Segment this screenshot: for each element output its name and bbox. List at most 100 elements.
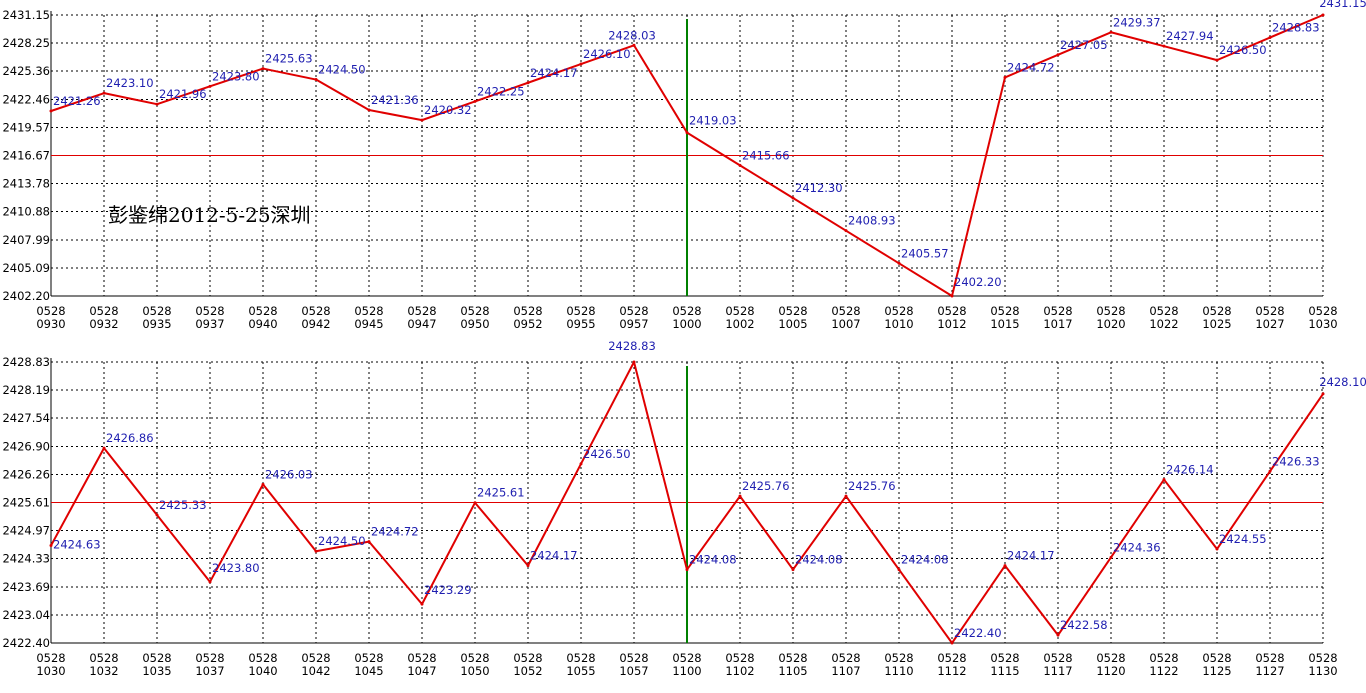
series-segment bbox=[50, 92, 105, 112]
x-tick-label: 0528 0937 bbox=[195, 304, 224, 331]
data-label: 2408.93 bbox=[848, 214, 896, 228]
data-label: 2424.50 bbox=[318, 63, 366, 77]
data-label: 2426.33 bbox=[1272, 454, 1320, 468]
series-segment bbox=[368, 540, 423, 605]
x-tick-label: 0528 0947 bbox=[407, 304, 436, 331]
data-point bbox=[1268, 469, 1272, 473]
series-segment bbox=[1057, 556, 1112, 636]
x-tick-label: 0528 0952 bbox=[513, 304, 542, 331]
series-segment bbox=[1216, 36, 1271, 62]
series-segment bbox=[50, 447, 105, 547]
series-segment bbox=[580, 44, 635, 65]
data-point bbox=[950, 294, 954, 298]
x-tick-label: 0528 1127 bbox=[1255, 651, 1284, 678]
y-tick-label: 2405.09 bbox=[2, 261, 50, 275]
y-tick-label: 2402.20 bbox=[2, 289, 50, 303]
x-tick-label: 0528 0942 bbox=[301, 304, 330, 331]
x-tick-label: 0528 0945 bbox=[354, 304, 383, 331]
x-tick-label: 0528 1100 bbox=[672, 651, 701, 678]
series-segment bbox=[580, 361, 635, 465]
data-point bbox=[208, 84, 212, 88]
series-segment bbox=[951, 77, 1006, 297]
data-label: 2428.83 bbox=[608, 339, 656, 353]
data-point bbox=[738, 163, 742, 167]
data-label: 2424.17 bbox=[530, 66, 578, 80]
y-tick-label: 2428.83 bbox=[2, 355, 50, 369]
series-segment bbox=[262, 67, 317, 81]
data-point bbox=[155, 102, 159, 106]
data-point bbox=[208, 580, 212, 584]
series-segment bbox=[103, 447, 158, 516]
x-tick-label: 0528 1050 bbox=[460, 651, 489, 678]
data-label: 2421.96 bbox=[159, 87, 207, 101]
data-point bbox=[102, 91, 106, 95]
data-point bbox=[261, 482, 265, 486]
data-point bbox=[1003, 75, 1007, 79]
x-tick-label: 0528 1037 bbox=[195, 651, 224, 678]
data-label: 2424.55 bbox=[1219, 532, 1267, 546]
data-label: 2424.17 bbox=[530, 549, 578, 563]
data-label: 2423.80 bbox=[212, 69, 260, 83]
series-segment bbox=[315, 78, 370, 111]
data-point bbox=[1268, 36, 1272, 40]
upper-chart-panel: 2431.15 2428.25 2425.36 2422.46 2419.57 2416.… bbox=[2, 0, 1366, 331]
series-segment bbox=[474, 81, 529, 103]
data-label: 2425.63 bbox=[265, 52, 313, 66]
x-tick-label: 0528 1022 bbox=[1149, 304, 1178, 331]
series-segment bbox=[739, 495, 794, 571]
x-tick-label: 0528 1110 bbox=[884, 651, 913, 678]
y-tick-label: 2426.26 bbox=[2, 467, 50, 481]
data-point bbox=[1162, 44, 1166, 48]
x-tick-label: 0528 1107 bbox=[831, 651, 860, 678]
data-point bbox=[314, 78, 318, 82]
data-label: 2420.32 bbox=[424, 103, 472, 117]
data-point bbox=[1056, 53, 1060, 57]
data-point bbox=[526, 81, 530, 85]
data-label: 2425.61 bbox=[477, 486, 525, 500]
x-tick-label: 0528 1035 bbox=[142, 651, 171, 678]
data-label: 2426.03 bbox=[265, 467, 313, 481]
x-tick-label: 0528 0955 bbox=[566, 304, 595, 331]
x-tick-label: 0528 1032 bbox=[89, 651, 118, 678]
x-tick-label: 0528 0930 bbox=[36, 304, 65, 331]
x-tick-label: 0528 1115 bbox=[990, 651, 1019, 678]
series-segment bbox=[845, 495, 900, 571]
data-point bbox=[632, 43, 636, 47]
x-tick-label: 0528 1052 bbox=[513, 651, 542, 678]
chart-watermark: 彭鉴绵2012-5-25深圳 bbox=[108, 203, 311, 227]
series-segment bbox=[792, 495, 847, 571]
data-label: 2426.86 bbox=[106, 431, 154, 445]
data-label: 2428.03 bbox=[608, 28, 656, 42]
y-tick-label: 2419.57 bbox=[2, 120, 50, 134]
y-tick-label: 2410.88 bbox=[2, 205, 50, 219]
y-tick-label: 2407.99 bbox=[2, 233, 50, 247]
data-label: 2429.37 bbox=[1113, 15, 1161, 29]
x-tick-label: 0528 1000 bbox=[672, 304, 701, 331]
y-tick-label: 2427.54 bbox=[2, 411, 50, 425]
x-tick-label: 0528 0950 bbox=[460, 304, 489, 331]
x-tick-label: 0528 1017 bbox=[1043, 304, 1072, 331]
series-segment bbox=[315, 540, 370, 553]
data-label: 2425.76 bbox=[848, 479, 896, 493]
x-tick-label: 0528 1005 bbox=[778, 304, 807, 331]
data-point bbox=[367, 108, 371, 112]
x-tick-label: 0528 1010 bbox=[884, 304, 913, 331]
series-segment bbox=[1110, 478, 1165, 558]
data-label: 2424.72 bbox=[1007, 60, 1055, 74]
data-point bbox=[1215, 547, 1219, 551]
x-tick-label: 0528 1007 bbox=[831, 304, 860, 331]
data-point bbox=[950, 641, 954, 645]
series-segment bbox=[633, 361, 688, 570]
y-tick-label: 2425.61 bbox=[2, 496, 50, 510]
data-label: 2427.05 bbox=[1060, 38, 1108, 52]
data-label: 2426.50 bbox=[583, 447, 631, 461]
series-segment bbox=[739, 164, 794, 199]
data-label: 2424.36 bbox=[1113, 540, 1161, 554]
data-point bbox=[261, 67, 265, 71]
data-point bbox=[526, 564, 530, 568]
data-point bbox=[473, 99, 477, 103]
data-label: 2424.72 bbox=[371, 525, 419, 539]
series-segment bbox=[1269, 393, 1324, 472]
y-tick-label: 2431.15 bbox=[2, 8, 50, 22]
data-point bbox=[1162, 478, 1166, 482]
